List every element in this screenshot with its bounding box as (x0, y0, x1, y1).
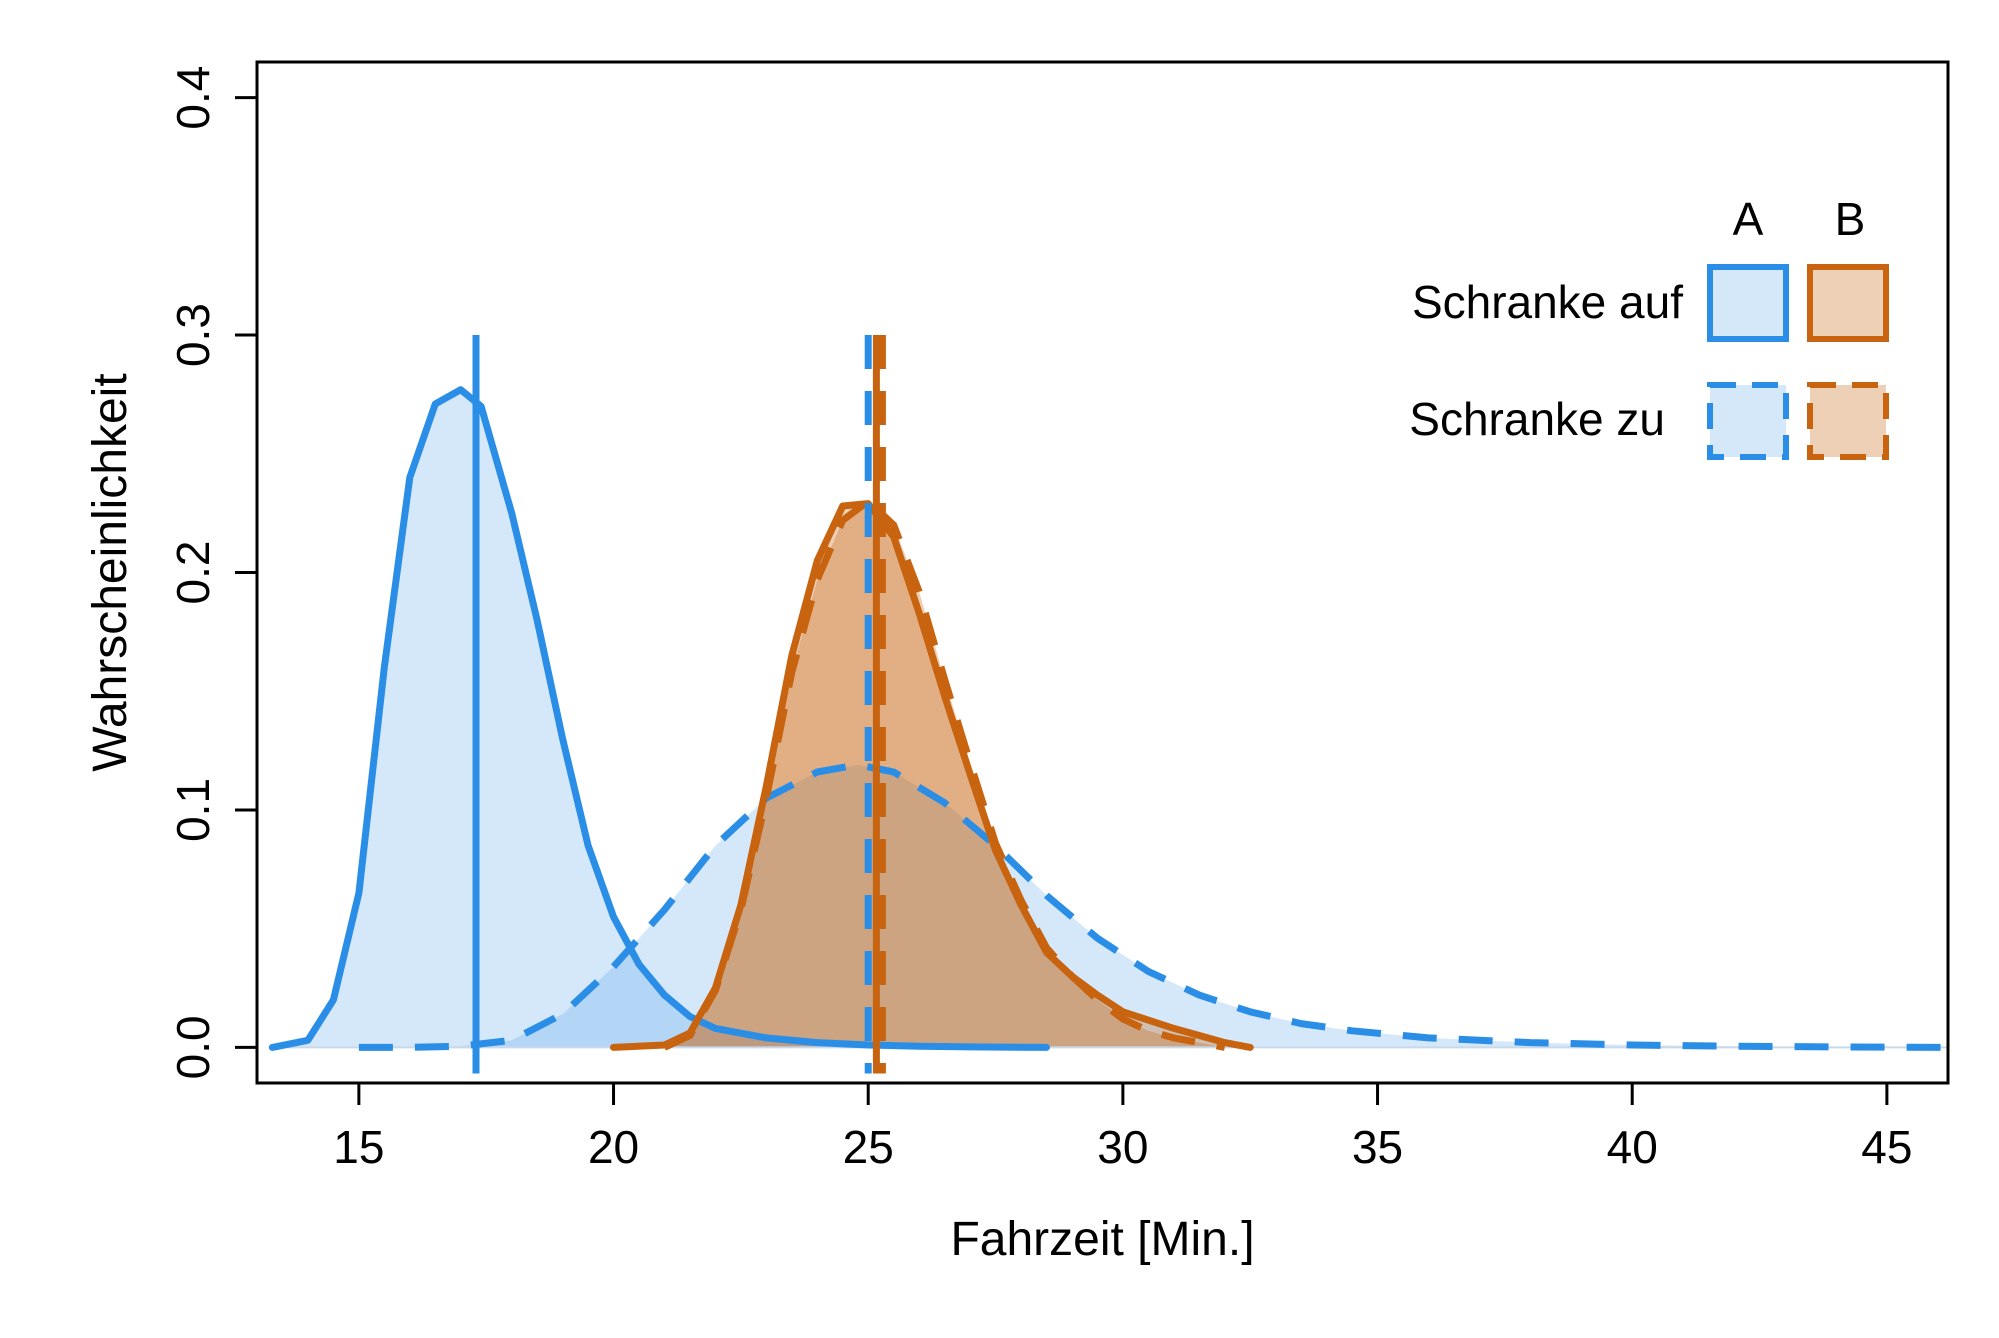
legend-label-schranke-zu: Schranke zu (1409, 393, 1665, 445)
density-fill-a-solid (272, 389, 1047, 1048)
x-axis-ticks: 15 20 25 30 35 40 45 (333, 1083, 1912, 1173)
x-tick-label: 45 (1861, 1121, 1912, 1173)
legend-label-schranke-auf: Schranke auf (1412, 276, 1683, 328)
legend-header-a: A (1733, 193, 1764, 245)
x-tick-label: 40 (1607, 1121, 1658, 1173)
legend: A B Schranke auf Schranke zu (1409, 193, 1889, 460)
density-lines (268, 335, 1949, 1074)
y-tick-label: 0.1 (167, 778, 219, 842)
legend-key-b-solid (1807, 264, 1889, 342)
legend-header-b: B (1835, 193, 1866, 245)
x-axis-title: Fahrzeit [Min.] (950, 1213, 1254, 1266)
density-curve-b-solid (610, 500, 1254, 1051)
x-tick-label: 35 (1352, 1121, 1403, 1173)
y-axis-ticks: 0.0 0.1 0.2 0.3 0.4 (167, 66, 257, 1079)
x-tick-label: 20 (588, 1121, 639, 1173)
legend-key-a-solid (1707, 264, 1789, 342)
y-axis-title: Wahrscheinlichkeit (84, 373, 137, 771)
y-tick-label: 0.2 (167, 541, 219, 605)
density-curve-a-dashed (358, 761, 1949, 1051)
legend-key-b-dashed (1807, 382, 1889, 460)
x-tick-label: 25 (843, 1121, 894, 1173)
y-tick-label: 0.3 (167, 303, 219, 367)
legend-key-a-dashed (1707, 382, 1789, 460)
x-tick-label: 15 (333, 1121, 384, 1173)
y-tick-label: 0.0 (167, 1015, 219, 1079)
density-fill-b-solid (613, 503, 1251, 1048)
y-tick-label: 0.4 (167, 66, 219, 130)
density-curve-a-solid (268, 386, 1050, 1051)
density-fill-b-dashed (664, 501, 1225, 1048)
x-tick-label: 30 (1097, 1121, 1148, 1173)
